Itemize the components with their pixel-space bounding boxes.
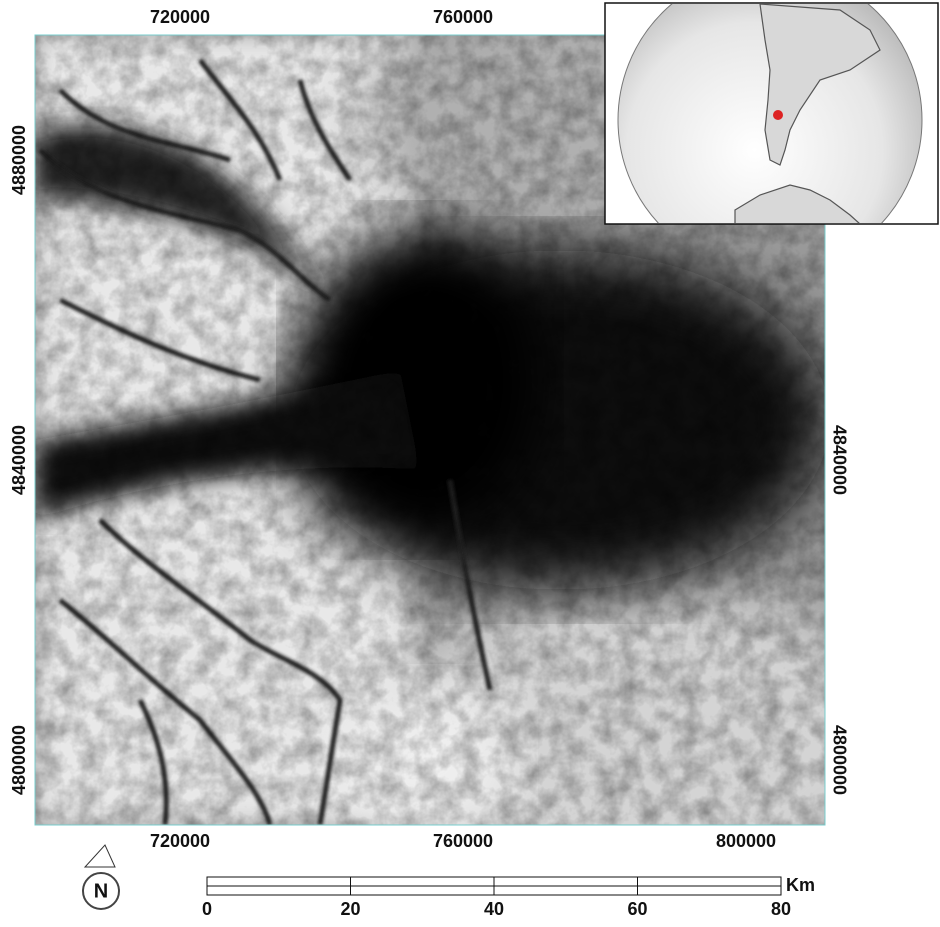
scale-unit: Km <box>786 875 815 895</box>
scale-label: 20 <box>340 899 360 919</box>
top-easting-label: 760000 <box>433 7 493 27</box>
top-easting-label: 720000 <box>150 7 210 27</box>
left-northing-label: 4840000 <box>9 425 29 495</box>
left-northing-label: 4800000 <box>9 725 29 795</box>
bottom-easting-label: 720000 <box>150 831 210 851</box>
bottom-easting-label: 760000 <box>433 831 493 851</box>
study-area-marker <box>773 110 783 120</box>
right-northing-label: 4840000 <box>829 425 849 495</box>
north-label: N <box>94 880 108 902</box>
scale-label: 80 <box>771 899 791 919</box>
scale-label: 40 <box>484 899 504 919</box>
right-northing-label: 4800000 <box>829 725 849 795</box>
left-northing-label: 4880000 <box>9 125 29 195</box>
bottom-easting-label: 800000 <box>716 831 776 851</box>
page: {"map": { "top_eastings": [720000, 76000… <box>0 0 940 922</box>
scale-label: 60 <box>627 899 647 919</box>
scale-bar: Km <box>207 875 815 895</box>
north-arrow: N <box>83 845 119 909</box>
scale-label: 0 <box>202 899 212 919</box>
map-figure: N Km 720000 760000 720000 760000 800000 48800… <box>0 0 940 922</box>
